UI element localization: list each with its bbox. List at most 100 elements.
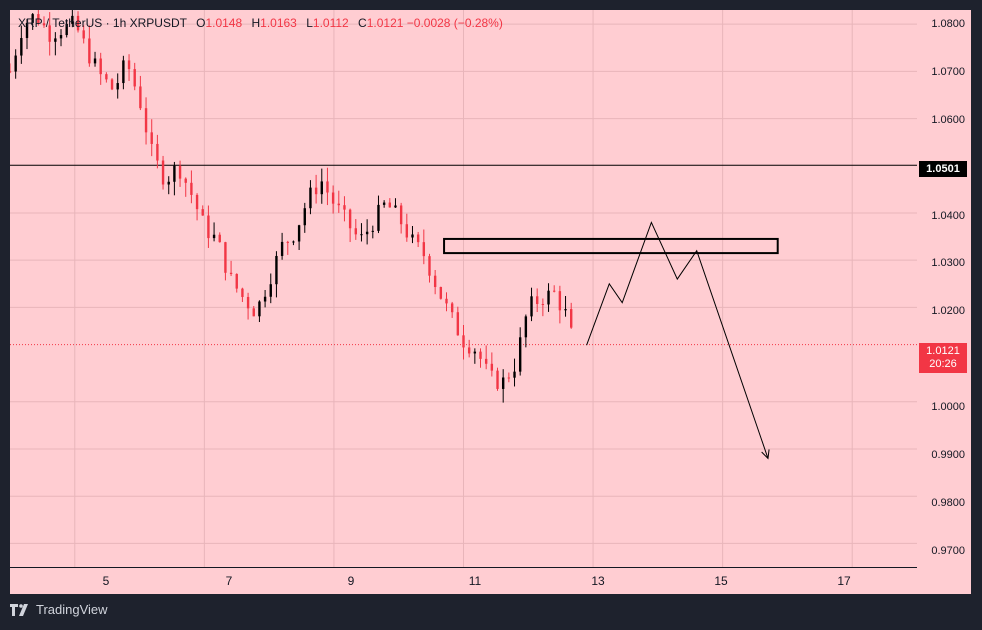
- candle-body: [99, 58, 102, 75]
- legend-low-label: L: [306, 16, 313, 30]
- candle-body: [122, 60, 125, 84]
- candle-body: [558, 291, 562, 311]
- candle-body: [156, 143, 159, 161]
- price-tick: 0.9800: [931, 497, 965, 509]
- candle-body: [416, 234, 420, 243]
- candle-body: [161, 160, 165, 185]
- time-tick: 5: [102, 574, 110, 588]
- brand-name[interactable]: TradingView: [36, 602, 108, 617]
- candle-body: [10, 71, 12, 73]
- candle-body: [405, 224, 409, 238]
- resistance-zone-box: [443, 237, 779, 255]
- candle-body: [224, 242, 227, 273]
- candle-body: [105, 74, 108, 80]
- candle-body: [297, 225, 301, 242]
- candle-body: [314, 187, 318, 195]
- candle-body: [150, 132, 153, 144]
- candle-body: [445, 298, 448, 304]
- candle-body: [212, 234, 216, 239]
- candle-body: [263, 296, 267, 302]
- candle-body: [343, 205, 346, 210]
- candle-body: [25, 22, 29, 39]
- resistance-zone: [443, 237, 779, 255]
- horizontal-line-label[interactable]: 1.0501: [919, 161, 967, 177]
- candle-body: [292, 241, 295, 243]
- candle-body: [388, 202, 392, 208]
- candle-body: [76, 15, 80, 31]
- candle-body: [564, 309, 567, 311]
- candle-body: [535, 296, 539, 304]
- legend-open-label: O: [196, 16, 206, 30]
- chart-legend: XRP / TetherUS · 1h XRPUSDT O1.0148 H1.0…: [18, 16, 503, 30]
- candle-body: [433, 275, 437, 288]
- bar-countdown: 20:26: [929, 358, 957, 370]
- candle-body: [59, 35, 63, 39]
- price-tick: 1.0800: [931, 18, 965, 30]
- price-tick: 1.0400: [931, 210, 965, 222]
- candle-body: [354, 228, 357, 235]
- candle-body: [218, 234, 221, 243]
- candle-body: [422, 242, 426, 257]
- projection-arrowhead: [761, 449, 770, 460]
- candle-body: [241, 288, 244, 297]
- candle-body: [399, 205, 403, 225]
- price-tick: 1.0200: [931, 305, 965, 317]
- legend-change: −0.0028 (−0.28%): [406, 16, 503, 30]
- candle-body: [14, 55, 17, 72]
- price-tick: 1.0000: [931, 401, 965, 413]
- legend-high-value: 1.0163: [260, 16, 297, 30]
- chart-frame[interactable]: XRP / TetherUS · 1h XRPUSDT O1.0148 H1.0…: [10, 10, 971, 594]
- price-tick: 0.9900: [931, 449, 965, 461]
- projection-line: [586, 221, 769, 459]
- candle-body: [484, 358, 488, 364]
- footer: TradingView: [10, 602, 108, 617]
- price-scale[interactable]: 1.0800 1.0700 1.0600 1.0400 1.0300 1.020…: [917, 10, 971, 567]
- candle-body: [479, 351, 482, 359]
- candle-body: [280, 241, 284, 256]
- time-tick: 15: [714, 574, 728, 588]
- candle-body: [507, 377, 511, 379]
- candle-body: [54, 38, 57, 42]
- time-tick: 11: [468, 574, 482, 588]
- candle-body: [518, 337, 522, 372]
- candle-body: [456, 312, 460, 336]
- legend-close-value: 1.0121: [366, 16, 404, 30]
- candle-body: [513, 371, 516, 378]
- chart-canvas[interactable]: [10, 10, 971, 594]
- candle-body: [184, 178, 187, 183]
- candle-body: [139, 86, 142, 109]
- price-tick: 1.0600: [931, 114, 965, 126]
- candle-body: [467, 347, 471, 354]
- candle-body: [348, 209, 352, 229]
- legend-symbol[interactable]: XRP / TetherUS · 1h: [18, 16, 127, 30]
- time-tick: 9: [347, 574, 355, 588]
- time-scale[interactable]: 5 7 9 11 13 15 17: [10, 567, 917, 595]
- candle-body: [201, 209, 204, 216]
- legend-ticker: XRPUSDT: [129, 16, 187, 30]
- candle-body: [371, 230, 374, 232]
- candle-body: [462, 335, 465, 348]
- candle-body: [190, 182, 193, 195]
- candle-body: [530, 296, 533, 317]
- candle-body: [553, 290, 556, 292]
- candle-body: [541, 303, 545, 305]
- legend-open-value: 1.0148: [205, 16, 243, 30]
- candle-body: [269, 284, 272, 297]
- candle-body: [42, 23, 46, 26]
- tradingview-logo-icon[interactable]: [10, 603, 30, 616]
- time-tick: 7: [225, 574, 233, 588]
- price-tick: 1.0300: [931, 257, 965, 269]
- candle-body: [365, 231, 369, 235]
- candle-body: [110, 79, 114, 90]
- candle-body: [173, 165, 176, 182]
- candle-body: [37, 14, 40, 24]
- time-tick: 13: [591, 574, 605, 588]
- candle-body: [258, 301, 261, 317]
- legend-high-label: H: [251, 16, 261, 30]
- candle-body: [377, 204, 380, 231]
- candle-body: [20, 38, 23, 56]
- candle-body: [31, 14, 34, 23]
- candle-body: [133, 69, 136, 87]
- candle-body: [450, 303, 454, 313]
- candle-body: [207, 215, 210, 239]
